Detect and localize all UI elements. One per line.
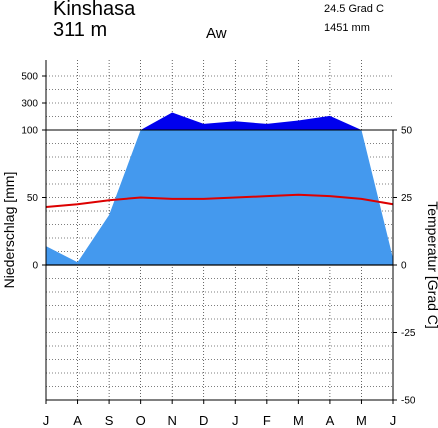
annual-precipitation: 1451 mm bbox=[324, 22, 370, 34]
month-label: F bbox=[263, 413, 271, 428]
climate-class: Aw bbox=[206, 25, 227, 42]
station-name: Kinshasa bbox=[53, 0, 136, 20]
precip-tick-label: 300 bbox=[21, 99, 38, 110]
temp-tick-label: 0 bbox=[401, 261, 407, 272]
precip-axis-title: Niederschlag [mm] bbox=[1, 172, 17, 289]
station-altitude: 311 m bbox=[53, 19, 108, 41]
temp-tick-labels: 50 25 0 -25 -50 bbox=[393, 126, 416, 407]
precip-tick-label: 500 bbox=[21, 72, 38, 83]
month-label: D bbox=[199, 413, 208, 428]
month-label: N bbox=[167, 413, 176, 428]
month-label: O bbox=[136, 413, 146, 428]
precip-tick-label: 50 bbox=[27, 193, 39, 204]
month-label: M bbox=[356, 413, 367, 428]
temp-axis-title: Temperatur [Grad C] bbox=[425, 201, 438, 329]
temp-tick-label: -50 bbox=[401, 396, 416, 407]
month-label: M bbox=[293, 413, 304, 428]
temperature-line bbox=[45, 193, 394, 208]
precipitation-excess-area bbox=[46, 112, 393, 130]
month-label: J bbox=[390, 413, 397, 428]
precip-tick-label: 100 bbox=[21, 126, 38, 137]
temp-tick-label: 50 bbox=[401, 126, 413, 137]
mean-temperature: 24.5 Grad C bbox=[324, 3, 384, 15]
temp-tick-label: 25 bbox=[401, 193, 413, 204]
precip-tick-label: 0 bbox=[32, 261, 38, 272]
month-label: S bbox=[105, 413, 114, 428]
temp-tick-label: -25 bbox=[401, 328, 416, 339]
month-label: J bbox=[232, 413, 239, 428]
month-label: A bbox=[326, 413, 335, 428]
month-label: A bbox=[73, 413, 82, 428]
month-label: J bbox=[43, 413, 50, 428]
